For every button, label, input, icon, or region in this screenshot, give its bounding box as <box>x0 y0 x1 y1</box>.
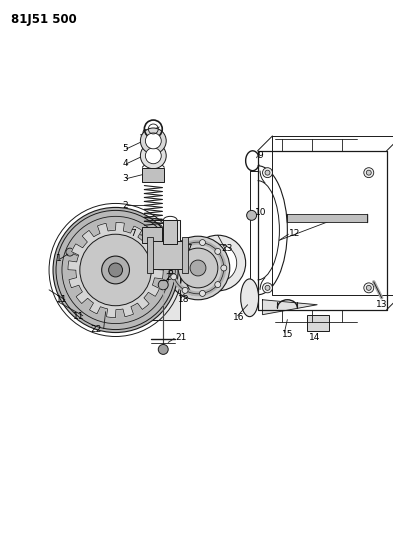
Circle shape <box>158 280 168 290</box>
Ellipse shape <box>241 279 258 317</box>
Bar <box>182 237 188 273</box>
Circle shape <box>199 240 205 246</box>
Text: 6: 6 <box>141 130 147 139</box>
Circle shape <box>102 256 130 284</box>
Circle shape <box>80 234 151 306</box>
Circle shape <box>221 265 227 271</box>
Circle shape <box>178 248 218 288</box>
Circle shape <box>199 244 237 282</box>
Text: 18: 18 <box>178 295 190 304</box>
Text: 5: 5 <box>123 144 128 154</box>
Circle shape <box>265 170 270 175</box>
Bar <box>287 214 367 222</box>
Text: 2: 2 <box>123 201 128 210</box>
Text: 11: 11 <box>73 312 84 321</box>
Circle shape <box>145 133 161 149</box>
Bar <box>307 314 329 330</box>
Circle shape <box>66 248 74 256</box>
Text: 21: 21 <box>175 333 186 342</box>
Circle shape <box>247 211 256 220</box>
Circle shape <box>182 243 188 248</box>
Text: 3: 3 <box>123 174 128 183</box>
Circle shape <box>109 263 123 277</box>
Circle shape <box>171 256 177 262</box>
Circle shape <box>262 168 273 177</box>
Bar <box>151 241 185 269</box>
Text: 19: 19 <box>162 244 174 253</box>
Circle shape <box>366 170 371 175</box>
Text: 10: 10 <box>255 208 266 217</box>
Text: 8: 8 <box>167 268 173 277</box>
Text: 4: 4 <box>123 159 128 168</box>
Circle shape <box>166 236 230 300</box>
Text: 81J51 500: 81J51 500 <box>11 13 77 26</box>
Text: 13: 13 <box>376 300 387 309</box>
Circle shape <box>61 215 170 325</box>
Circle shape <box>53 207 178 333</box>
Circle shape <box>265 285 270 290</box>
Bar <box>163 220 177 244</box>
Text: 14: 14 <box>309 333 321 342</box>
Circle shape <box>262 283 273 293</box>
Text: 20: 20 <box>165 273 177 282</box>
Polygon shape <box>262 300 317 314</box>
Circle shape <box>182 287 188 293</box>
Bar <box>142 227 162 243</box>
Polygon shape <box>121 220 180 320</box>
Circle shape <box>199 290 205 296</box>
Polygon shape <box>68 222 163 318</box>
Text: 17: 17 <box>182 244 193 253</box>
Circle shape <box>171 274 177 280</box>
Circle shape <box>215 281 221 288</box>
Circle shape <box>190 235 245 291</box>
Bar <box>142 168 164 182</box>
Circle shape <box>366 285 371 290</box>
Circle shape <box>364 168 374 177</box>
Circle shape <box>140 143 166 168</box>
Text: 7: 7 <box>130 229 136 238</box>
Bar <box>147 237 153 273</box>
Circle shape <box>215 248 221 254</box>
Text: 22: 22 <box>91 325 102 334</box>
Circle shape <box>145 148 161 164</box>
Circle shape <box>190 260 206 276</box>
Circle shape <box>140 128 166 154</box>
Text: 16: 16 <box>233 313 244 322</box>
Circle shape <box>364 283 374 293</box>
Text: 23: 23 <box>222 244 233 253</box>
Text: 9: 9 <box>258 151 263 160</box>
Text: 1: 1 <box>56 254 62 263</box>
Text: 11: 11 <box>56 295 67 304</box>
Circle shape <box>158 344 168 354</box>
Text: 12: 12 <box>289 229 301 238</box>
Text: 15: 15 <box>282 330 294 339</box>
